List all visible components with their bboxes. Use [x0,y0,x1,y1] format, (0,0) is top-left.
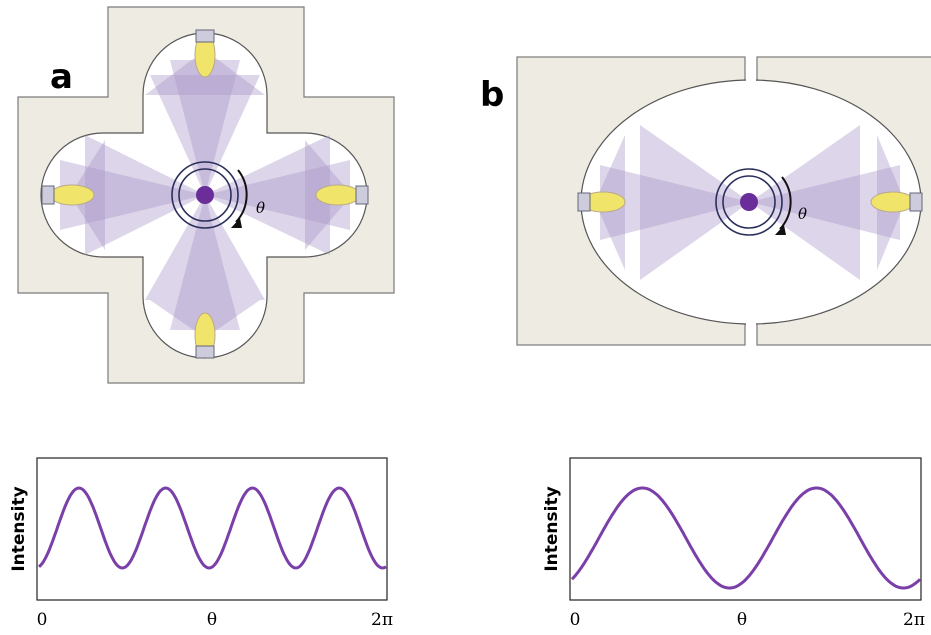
panel-b-diagram: θ b [480,50,931,350]
panel-label: a [50,57,73,97]
particle [196,186,214,204]
theta-label: θ [798,205,807,223]
x-start: 0 [37,610,48,630]
figure: θ a θ b Intensity 0 θ 2π Intensity 0 [0,0,931,635]
theta-label: θ [256,199,265,217]
x-start: 0 [570,610,581,630]
particle [740,193,758,211]
x-end: 2π [903,610,925,630]
y-label: Intensity [9,486,29,571]
plot-a: Intensity 0 θ 2π [9,458,393,630]
plot-b: Intensity 0 θ 2π [542,458,925,630]
x-mid: θ [737,610,747,630]
x-mid: θ [207,610,217,630]
panel-a-diagram: θ a [18,7,394,383]
x-end: 2π [371,610,393,630]
panel-label: b [480,75,504,115]
y-label: Intensity [542,486,562,571]
